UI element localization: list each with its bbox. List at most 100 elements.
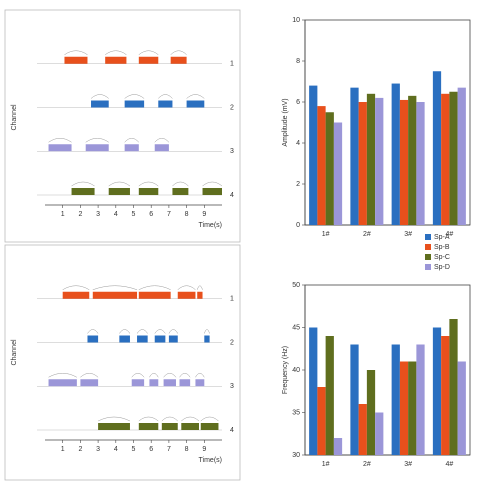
x-axis-label: Time(s) (199, 222, 222, 229)
event-arc (48, 138, 72, 143)
event-arc (154, 138, 170, 143)
bar (366, 370, 376, 455)
legend-label: Sp-A (434, 234, 450, 241)
event-segment (138, 291, 171, 299)
x-tick-label: 5 (132, 446, 136, 453)
y-tick-label: 0 (296, 222, 300, 229)
event-arc (202, 181, 223, 187)
event-segment (181, 423, 199, 430)
bar (399, 361, 409, 455)
event-segment (85, 144, 109, 152)
bar (457, 361, 466, 455)
event-segment (62, 291, 90, 299)
x-axis-label: Time(s) (199, 457, 222, 464)
row-label: 4 (230, 427, 234, 434)
event-segment (161, 423, 178, 430)
event-arc (170, 50, 187, 55)
x-tick-label: 3 (96, 446, 100, 453)
x-tick-label: 3 (96, 211, 100, 218)
y-tick-label: 50 (292, 282, 300, 289)
event-arc (136, 329, 148, 334)
event-segment (71, 188, 95, 195)
event-arc (168, 329, 178, 334)
x-tick-label: 2# (363, 231, 371, 238)
y-tick-label: 4 (296, 140, 300, 147)
x-tick-label: 1# (322, 461, 330, 468)
legend-label: Sp-B (434, 244, 450, 251)
y-axis-label: Amplitude (mV) (282, 98, 289, 146)
x-tick-label: 2# (363, 461, 371, 468)
bar (375, 97, 384, 225)
event-arc (71, 181, 95, 187)
event-segment (48, 144, 72, 152)
bar (416, 344, 425, 455)
row-label: 2 (230, 104, 234, 111)
event-segment (98, 423, 130, 430)
y-axis-label: Frequency (Hz) (282, 346, 289, 394)
row-label: 2 (230, 339, 234, 346)
y-tick-label: 35 (292, 409, 300, 416)
x-tick-label: 2 (78, 446, 82, 453)
bar (432, 327, 442, 455)
bar (375, 412, 384, 455)
bar (391, 83, 400, 225)
event-arc (158, 94, 173, 99)
event-arc (138, 50, 159, 55)
event-arc (90, 94, 109, 99)
bar (441, 336, 450, 455)
x-tick-label: 6 (149, 211, 153, 218)
event-arc (48, 373, 77, 378)
legend-swatch (425, 264, 431, 270)
bar (309, 85, 318, 225)
y-axis-label: Channel (11, 339, 18, 366)
x-tick-label: 9 (202, 446, 206, 453)
row-label: 1 (230, 296, 234, 303)
event-arc (87, 329, 99, 334)
event-segment (163, 379, 176, 387)
event-segment (200, 423, 219, 430)
bar (325, 336, 334, 455)
event-arc (196, 285, 203, 290)
event-segment (124, 100, 145, 108)
x-tick-label: 8 (185, 211, 189, 218)
legend-swatch (425, 254, 431, 260)
event-arc (119, 329, 131, 334)
event-segment (48, 379, 77, 387)
x-tick-label: 3# (404, 231, 412, 238)
event-segment (154, 144, 169, 152)
event-arc (186, 94, 205, 99)
event-segment (87, 335, 99, 343)
event-segment (64, 56, 88, 64)
legend-label: Sp-C (434, 254, 450, 261)
event-segment (179, 379, 191, 387)
y-tick-label: 30 (292, 452, 300, 459)
event-segment (170, 56, 187, 64)
x-tick-label: 1 (61, 211, 65, 218)
event-arc (181, 416, 200, 422)
row-label: 4 (230, 192, 234, 199)
panel-frame (4, 244, 241, 481)
row-label: 3 (230, 383, 234, 390)
event-arc (138, 181, 159, 187)
event-segment (108, 188, 130, 195)
event-arc (179, 373, 191, 378)
y-tick-label: 6 (296, 99, 300, 106)
event-arc (154, 329, 166, 334)
event-arc (200, 416, 219, 422)
event-segment (80, 379, 99, 387)
bar (408, 361, 417, 455)
event-arc (80, 373, 99, 378)
x-tick-label: 1# (322, 231, 330, 238)
plot-frame (304, 19, 471, 226)
event-arc (131, 373, 145, 378)
x-tick-label: 6 (149, 446, 153, 453)
row-label: 3 (230, 148, 234, 155)
x-tick-label: 8 (185, 446, 189, 453)
legend-swatch (425, 234, 431, 240)
event-arc (195, 373, 205, 378)
event-segment (138, 188, 159, 195)
x-tick-label: 5 (132, 211, 136, 218)
event-arc (62, 285, 90, 290)
event-arc (85, 138, 109, 143)
